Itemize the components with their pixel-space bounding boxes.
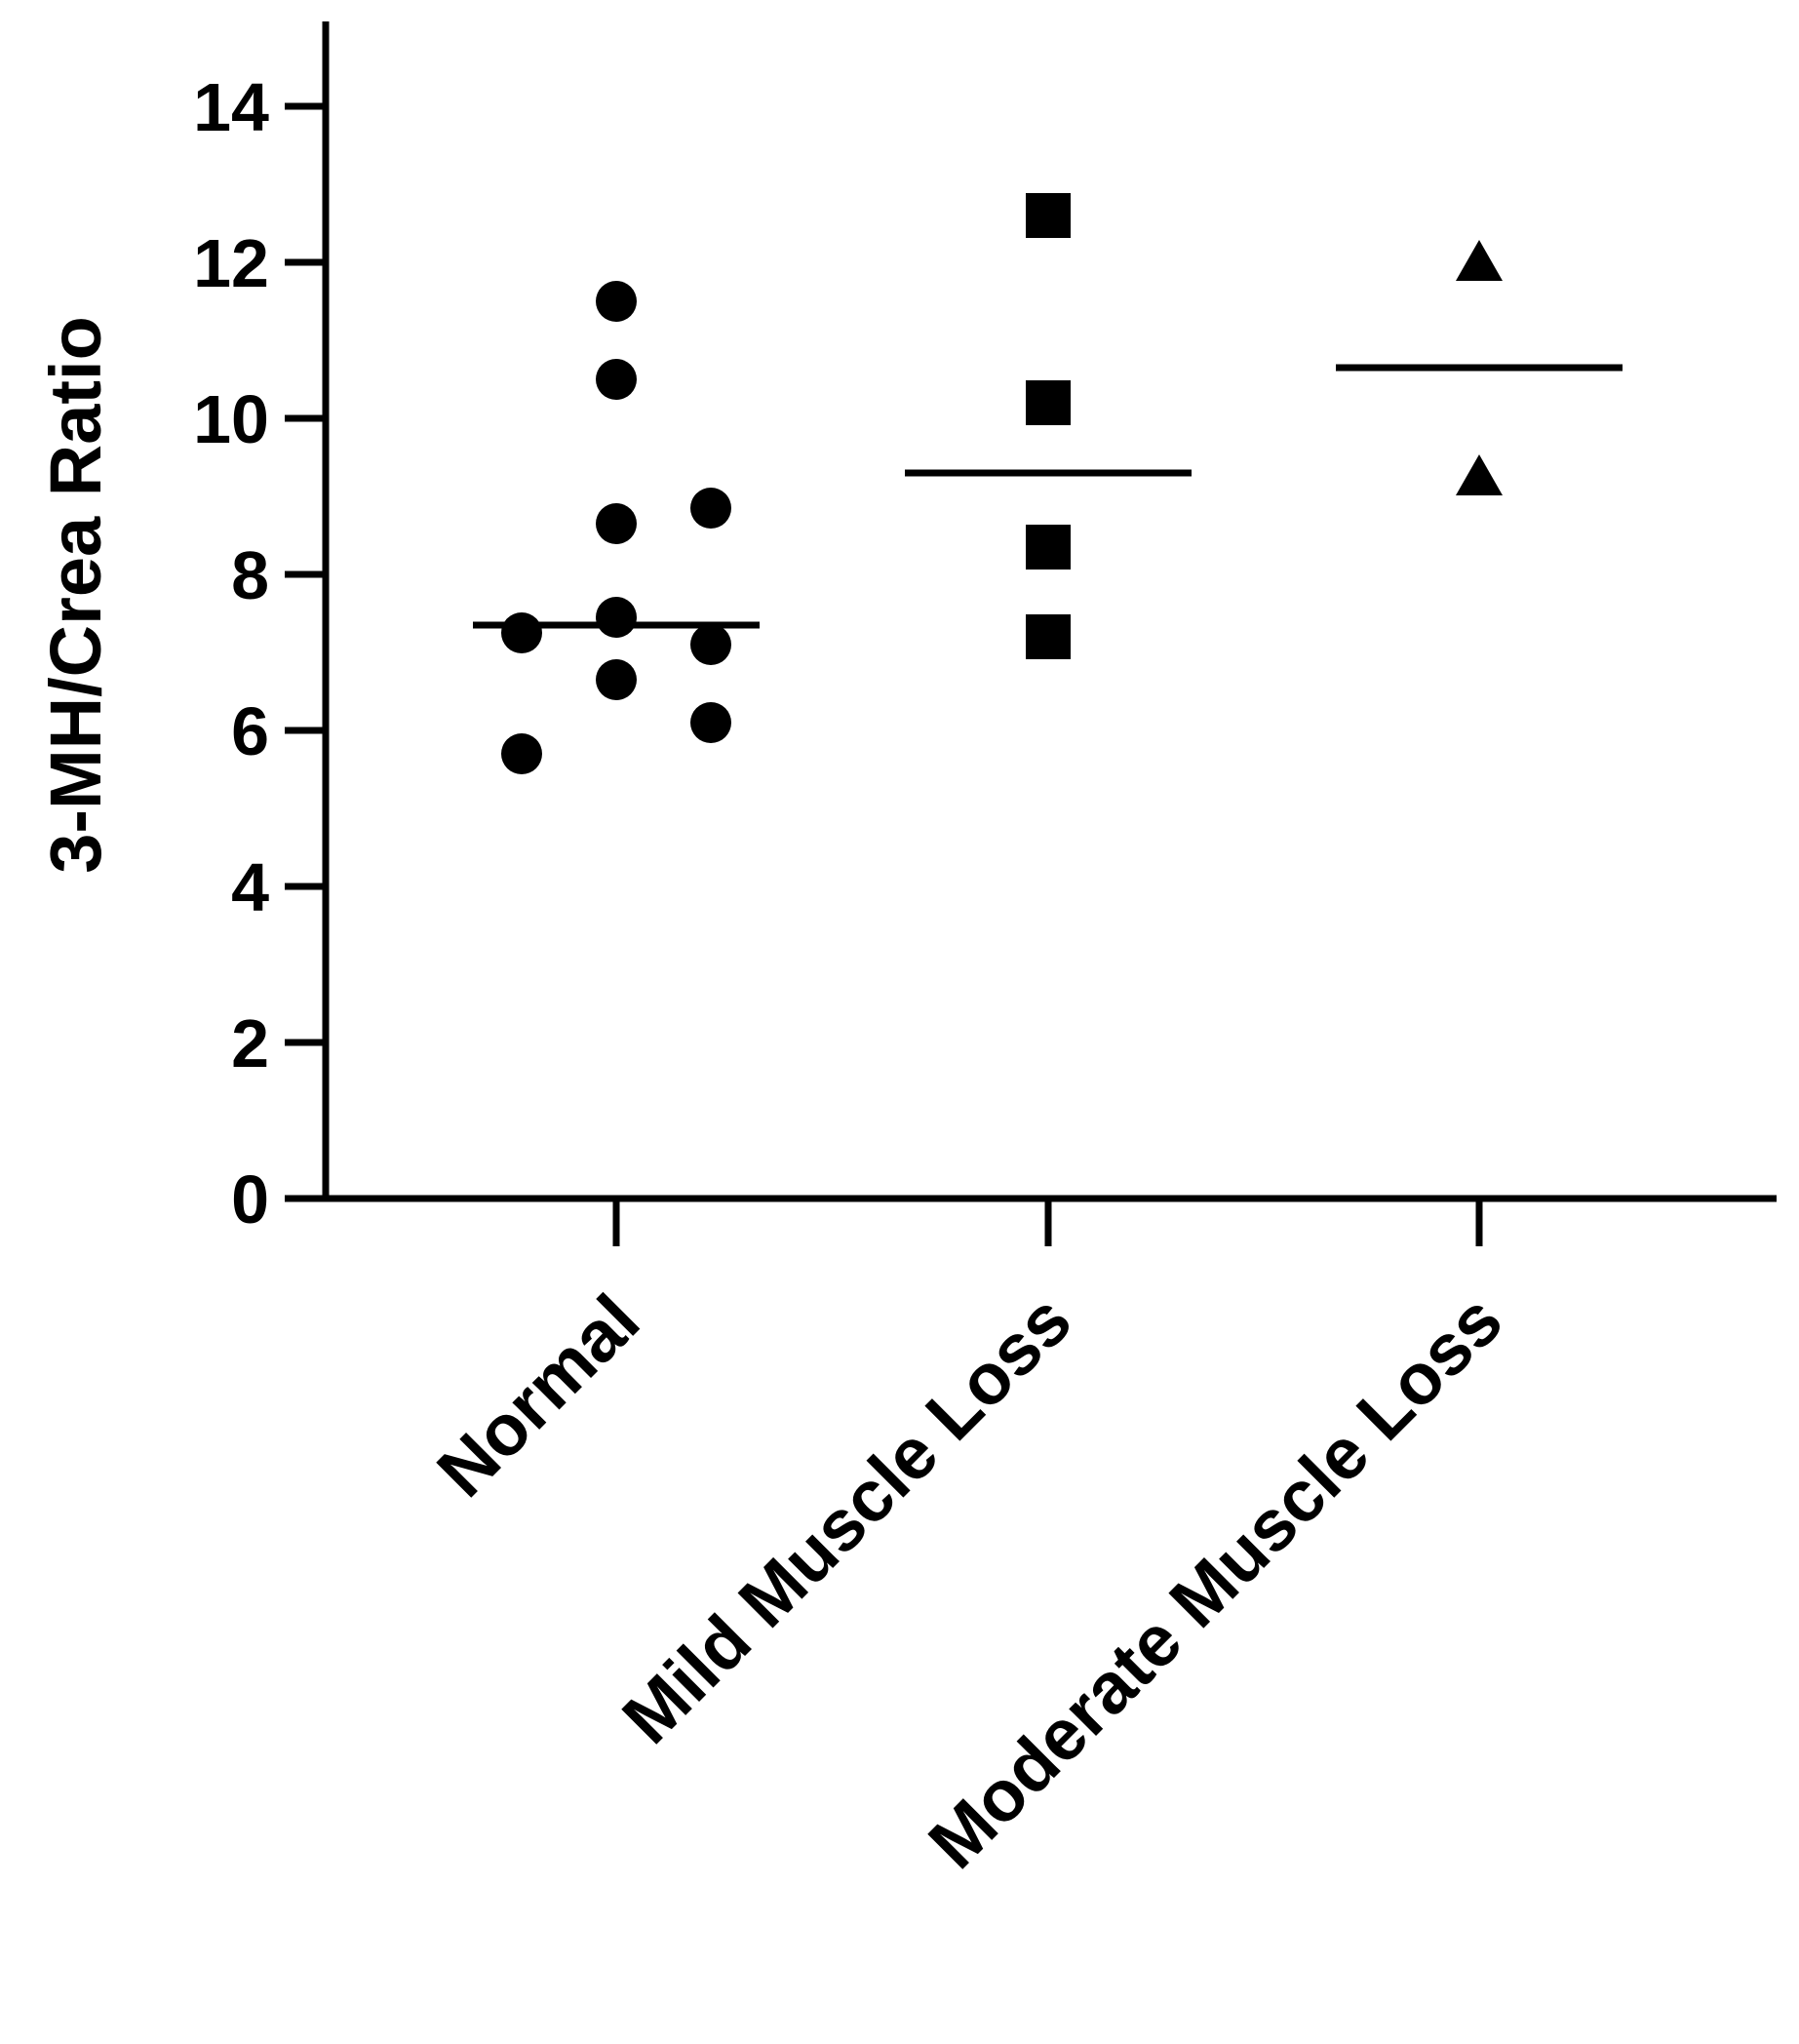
data-point-circle bbox=[690, 702, 731, 743]
y-tick-label: 4 bbox=[231, 849, 269, 925]
data-point-square bbox=[1026, 614, 1071, 659]
data-point-square bbox=[1026, 525, 1071, 570]
data-point-circle bbox=[690, 488, 731, 529]
y-tick-label: 0 bbox=[231, 1161, 269, 1238]
data-point-circle bbox=[596, 503, 637, 544]
y-tick-label: 12 bbox=[193, 225, 269, 301]
y-tick-label: 14 bbox=[193, 69, 269, 145]
data-point-triangle bbox=[1456, 240, 1503, 281]
y-tick-label: 10 bbox=[193, 381, 269, 457]
data-point-square bbox=[1026, 193, 1071, 238]
x-tick-label: Mild Muscle Loss bbox=[606, 1279, 1086, 1759]
y-tick-label: 6 bbox=[231, 693, 269, 769]
data-point-circle bbox=[596, 659, 637, 700]
data-point-circle bbox=[596, 359, 637, 400]
data-point-circle bbox=[501, 612, 542, 653]
data-point-triangle bbox=[1456, 454, 1503, 495]
y-tick-label: 2 bbox=[231, 1005, 269, 1081]
data-point-square bbox=[1026, 380, 1071, 425]
y-tick-label: 8 bbox=[231, 537, 269, 613]
data-point-circle bbox=[596, 281, 637, 322]
data-point-circle bbox=[690, 624, 731, 665]
y-axis-label: 3-MH/Crea Ratio bbox=[35, 316, 116, 874]
data-point-circle bbox=[501, 733, 542, 774]
data-point-circle bbox=[596, 597, 637, 638]
x-tick-label: Normal bbox=[421, 1279, 654, 1513]
